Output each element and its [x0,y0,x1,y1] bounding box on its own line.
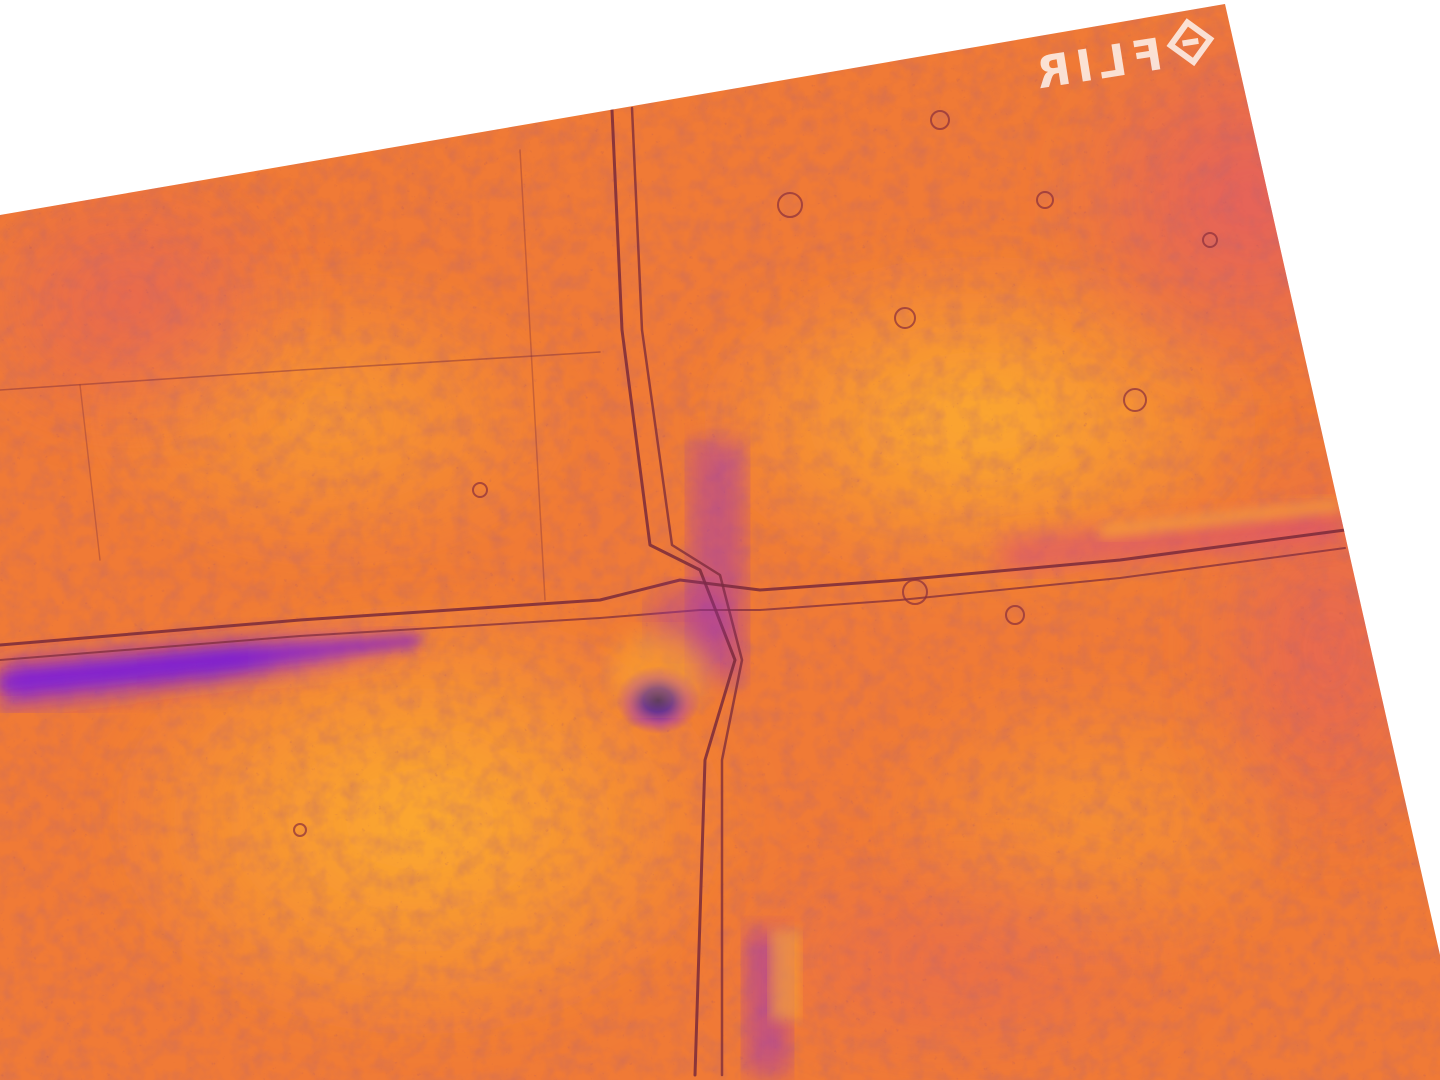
flir-logo-icon [1166,18,1215,67]
